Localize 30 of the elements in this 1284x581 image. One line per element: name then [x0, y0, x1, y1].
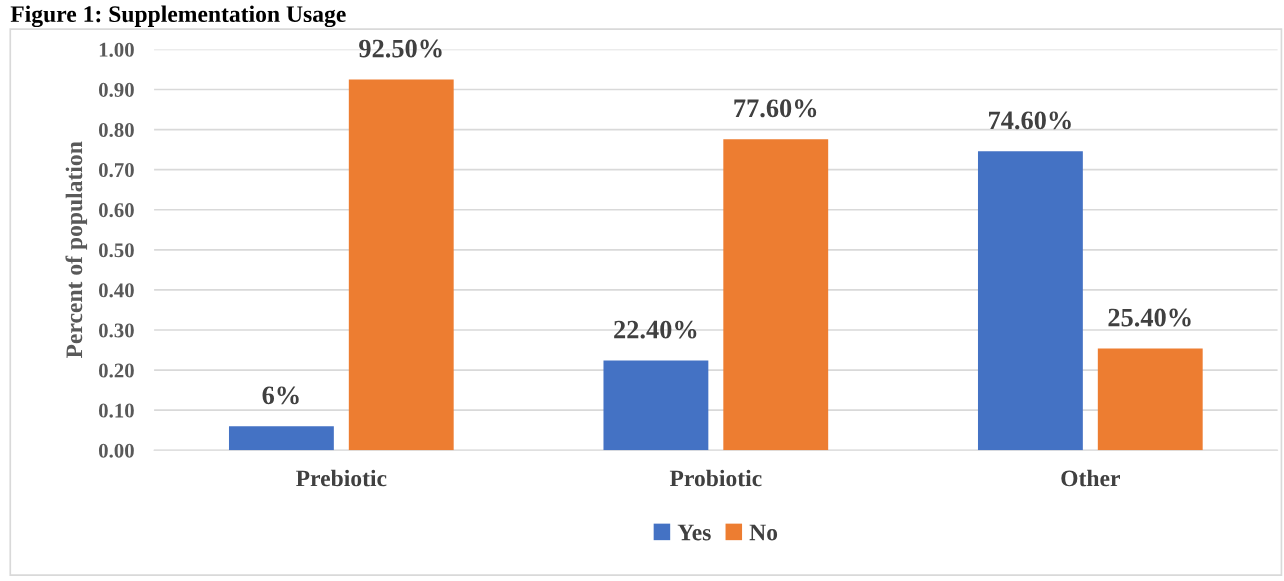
data-label: 77.60%	[734, 99, 817, 118]
bar	[723, 139, 829, 451]
bar	[228, 426, 334, 451]
legend-label: Yes	[677, 524, 711, 541]
y-tick-label: 1.00	[99, 42, 134, 57]
y-tick-label: 0.80	[98, 122, 134, 138]
data-label: 74.60%	[989, 111, 1071, 130]
data-label: 92.50%	[359, 39, 442, 58]
legend-label: No	[749, 524, 778, 541]
y-tick-label: 0.00	[98, 443, 134, 458]
bar	[603, 360, 709, 451]
x-tick-label: Probiotic	[669, 469, 762, 487]
y-tick-label: 0.30	[98, 323, 134, 338]
y-tick-label: 0.90	[98, 82, 134, 97]
chart-title: Figure 1: Supplementation Usage	[10, 5, 346, 28]
y-tick-label: 0.60	[98, 203, 134, 218]
data-label: 25.40%	[1108, 308, 1191, 327]
y-axis-title: Percent of population	[65, 141, 88, 359]
bar	[348, 79, 454, 451]
y-tick-label: 0.10	[98, 403, 134, 418]
data-label: 22.40%	[614, 320, 697, 339]
y-tick-label: 0.50	[98, 243, 134, 258]
y-tick-label: 0.20	[98, 363, 134, 378]
y-tick-label: 0.40	[98, 283, 134, 298]
x-tick-label: Prebiotic	[296, 469, 387, 487]
data-label: 6%	[262, 386, 299, 405]
bar	[1097, 348, 1203, 451]
x-tick-label: Other	[1061, 469, 1120, 487]
y-tick-label: 0.70	[98, 163, 134, 178]
bar	[977, 151, 1083, 451]
